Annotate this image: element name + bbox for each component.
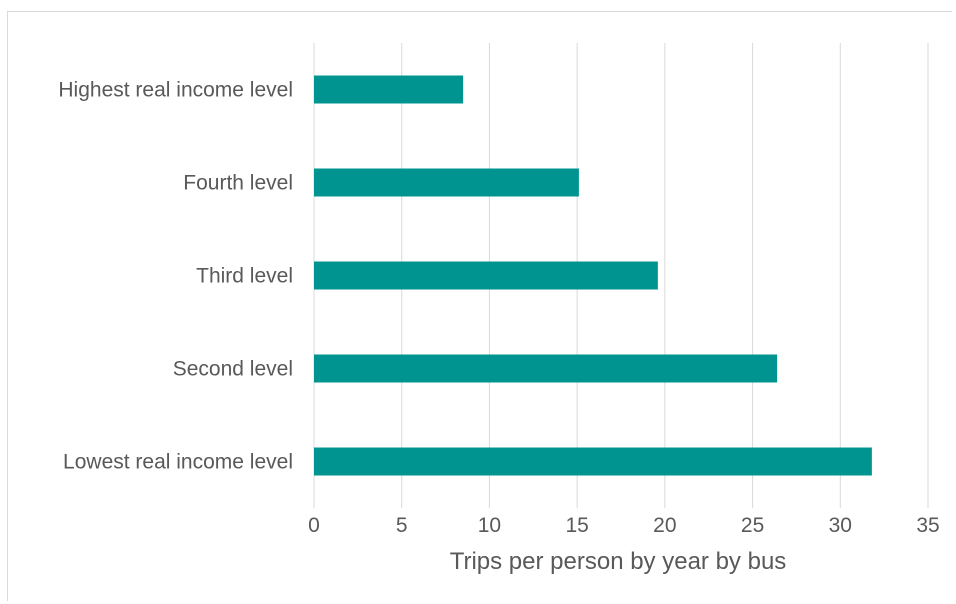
x-tick-label: 5	[396, 514, 408, 537]
x-tick-label: 25	[741, 514, 764, 537]
category-label: Lowest real income level	[63, 451, 293, 474]
bar	[314, 354, 778, 383]
x-tick-labels: 0 5 10 15 20 25 30 35	[308, 514, 940, 537]
x-tick-label: 30	[829, 514, 852, 537]
x-tick-label: 35	[916, 514, 939, 537]
category-label: Third level	[196, 265, 293, 288]
x-tick-label: 0	[308, 514, 320, 537]
chart-frame	[7, 11, 952, 601]
category-label: Fourth level	[183, 172, 293, 195]
x-tick-label: 15	[565, 514, 588, 537]
x-tick-label: 20	[653, 514, 676, 537]
x-axis-label: Trips per person by year by bus	[450, 548, 787, 575]
bar	[314, 447, 872, 476]
bar	[314, 75, 464, 104]
bars	[314, 75, 872, 476]
category-label: Highest real income level	[58, 79, 293, 102]
bar	[314, 168, 579, 197]
category-labels: Highest real income level Fourth level Thi…	[58, 79, 293, 474]
bar	[314, 261, 658, 290]
category-label: Second level	[173, 358, 293, 381]
x-tick-label: 10	[478, 514, 501, 537]
